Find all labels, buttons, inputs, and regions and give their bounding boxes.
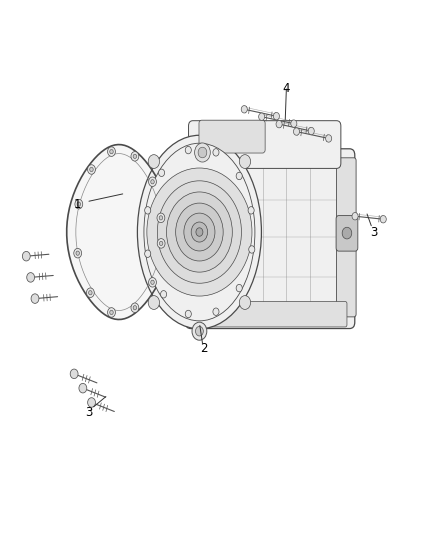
- Circle shape: [131, 303, 139, 312]
- Circle shape: [79, 383, 87, 393]
- Circle shape: [342, 227, 352, 239]
- Ellipse shape: [184, 213, 215, 251]
- Ellipse shape: [157, 181, 241, 283]
- Circle shape: [88, 398, 95, 407]
- Circle shape: [192, 322, 207, 340]
- Ellipse shape: [191, 222, 208, 242]
- Circle shape: [88, 165, 95, 174]
- FancyBboxPatch shape: [336, 158, 356, 317]
- Text: 1: 1: [74, 198, 81, 211]
- Circle shape: [151, 280, 154, 285]
- Circle shape: [196, 228, 203, 236]
- Text: 2: 2: [200, 342, 208, 355]
- Circle shape: [148, 278, 156, 287]
- Circle shape: [90, 167, 93, 172]
- Circle shape: [249, 246, 255, 253]
- Circle shape: [213, 149, 219, 156]
- Circle shape: [108, 147, 115, 156]
- Circle shape: [241, 106, 247, 113]
- Circle shape: [75, 199, 83, 209]
- Text: 3: 3: [370, 225, 377, 239]
- Circle shape: [133, 305, 137, 310]
- Circle shape: [161, 290, 166, 298]
- Circle shape: [185, 147, 191, 154]
- Polygon shape: [67, 144, 171, 319]
- Circle shape: [195, 326, 203, 336]
- FancyBboxPatch shape: [188, 120, 341, 168]
- Circle shape: [70, 369, 78, 378]
- Ellipse shape: [176, 203, 223, 261]
- Circle shape: [239, 296, 251, 310]
- Circle shape: [236, 285, 242, 292]
- Circle shape: [159, 241, 163, 246]
- Ellipse shape: [166, 192, 232, 272]
- Circle shape: [258, 113, 265, 120]
- Circle shape: [159, 169, 165, 176]
- Circle shape: [185, 310, 191, 318]
- Circle shape: [76, 251, 79, 255]
- Circle shape: [145, 250, 151, 257]
- Circle shape: [88, 290, 92, 295]
- Circle shape: [291, 120, 297, 127]
- Circle shape: [74, 248, 81, 258]
- FancyBboxPatch shape: [185, 149, 355, 328]
- Circle shape: [194, 143, 210, 162]
- Circle shape: [22, 252, 30, 261]
- Circle shape: [293, 128, 300, 135]
- Circle shape: [131, 151, 139, 161]
- Circle shape: [213, 308, 219, 316]
- Text: 3: 3: [85, 406, 92, 419]
- Circle shape: [276, 120, 282, 128]
- Circle shape: [352, 213, 358, 220]
- Circle shape: [325, 135, 332, 142]
- Circle shape: [86, 288, 94, 297]
- Circle shape: [380, 215, 386, 223]
- Circle shape: [27, 272, 35, 282]
- Circle shape: [157, 213, 165, 223]
- FancyBboxPatch shape: [199, 120, 265, 153]
- Circle shape: [148, 177, 156, 187]
- Circle shape: [151, 180, 154, 184]
- Circle shape: [110, 149, 113, 154]
- Circle shape: [308, 127, 314, 135]
- Circle shape: [157, 239, 165, 248]
- Circle shape: [77, 202, 81, 206]
- Ellipse shape: [147, 168, 252, 296]
- FancyBboxPatch shape: [196, 124, 325, 167]
- FancyBboxPatch shape: [191, 302, 347, 327]
- Ellipse shape: [138, 135, 261, 329]
- Circle shape: [159, 216, 162, 220]
- Circle shape: [148, 296, 159, 310]
- Circle shape: [145, 207, 151, 214]
- Circle shape: [31, 294, 39, 303]
- Text: 4: 4: [283, 83, 290, 95]
- Circle shape: [239, 155, 251, 168]
- Circle shape: [148, 155, 159, 168]
- Ellipse shape: [144, 143, 255, 321]
- Circle shape: [248, 207, 254, 214]
- Circle shape: [273, 112, 279, 120]
- Circle shape: [110, 310, 113, 314]
- Circle shape: [133, 154, 137, 158]
- Circle shape: [198, 147, 207, 158]
- Circle shape: [236, 172, 242, 180]
- FancyBboxPatch shape: [336, 216, 358, 251]
- Circle shape: [108, 308, 115, 317]
